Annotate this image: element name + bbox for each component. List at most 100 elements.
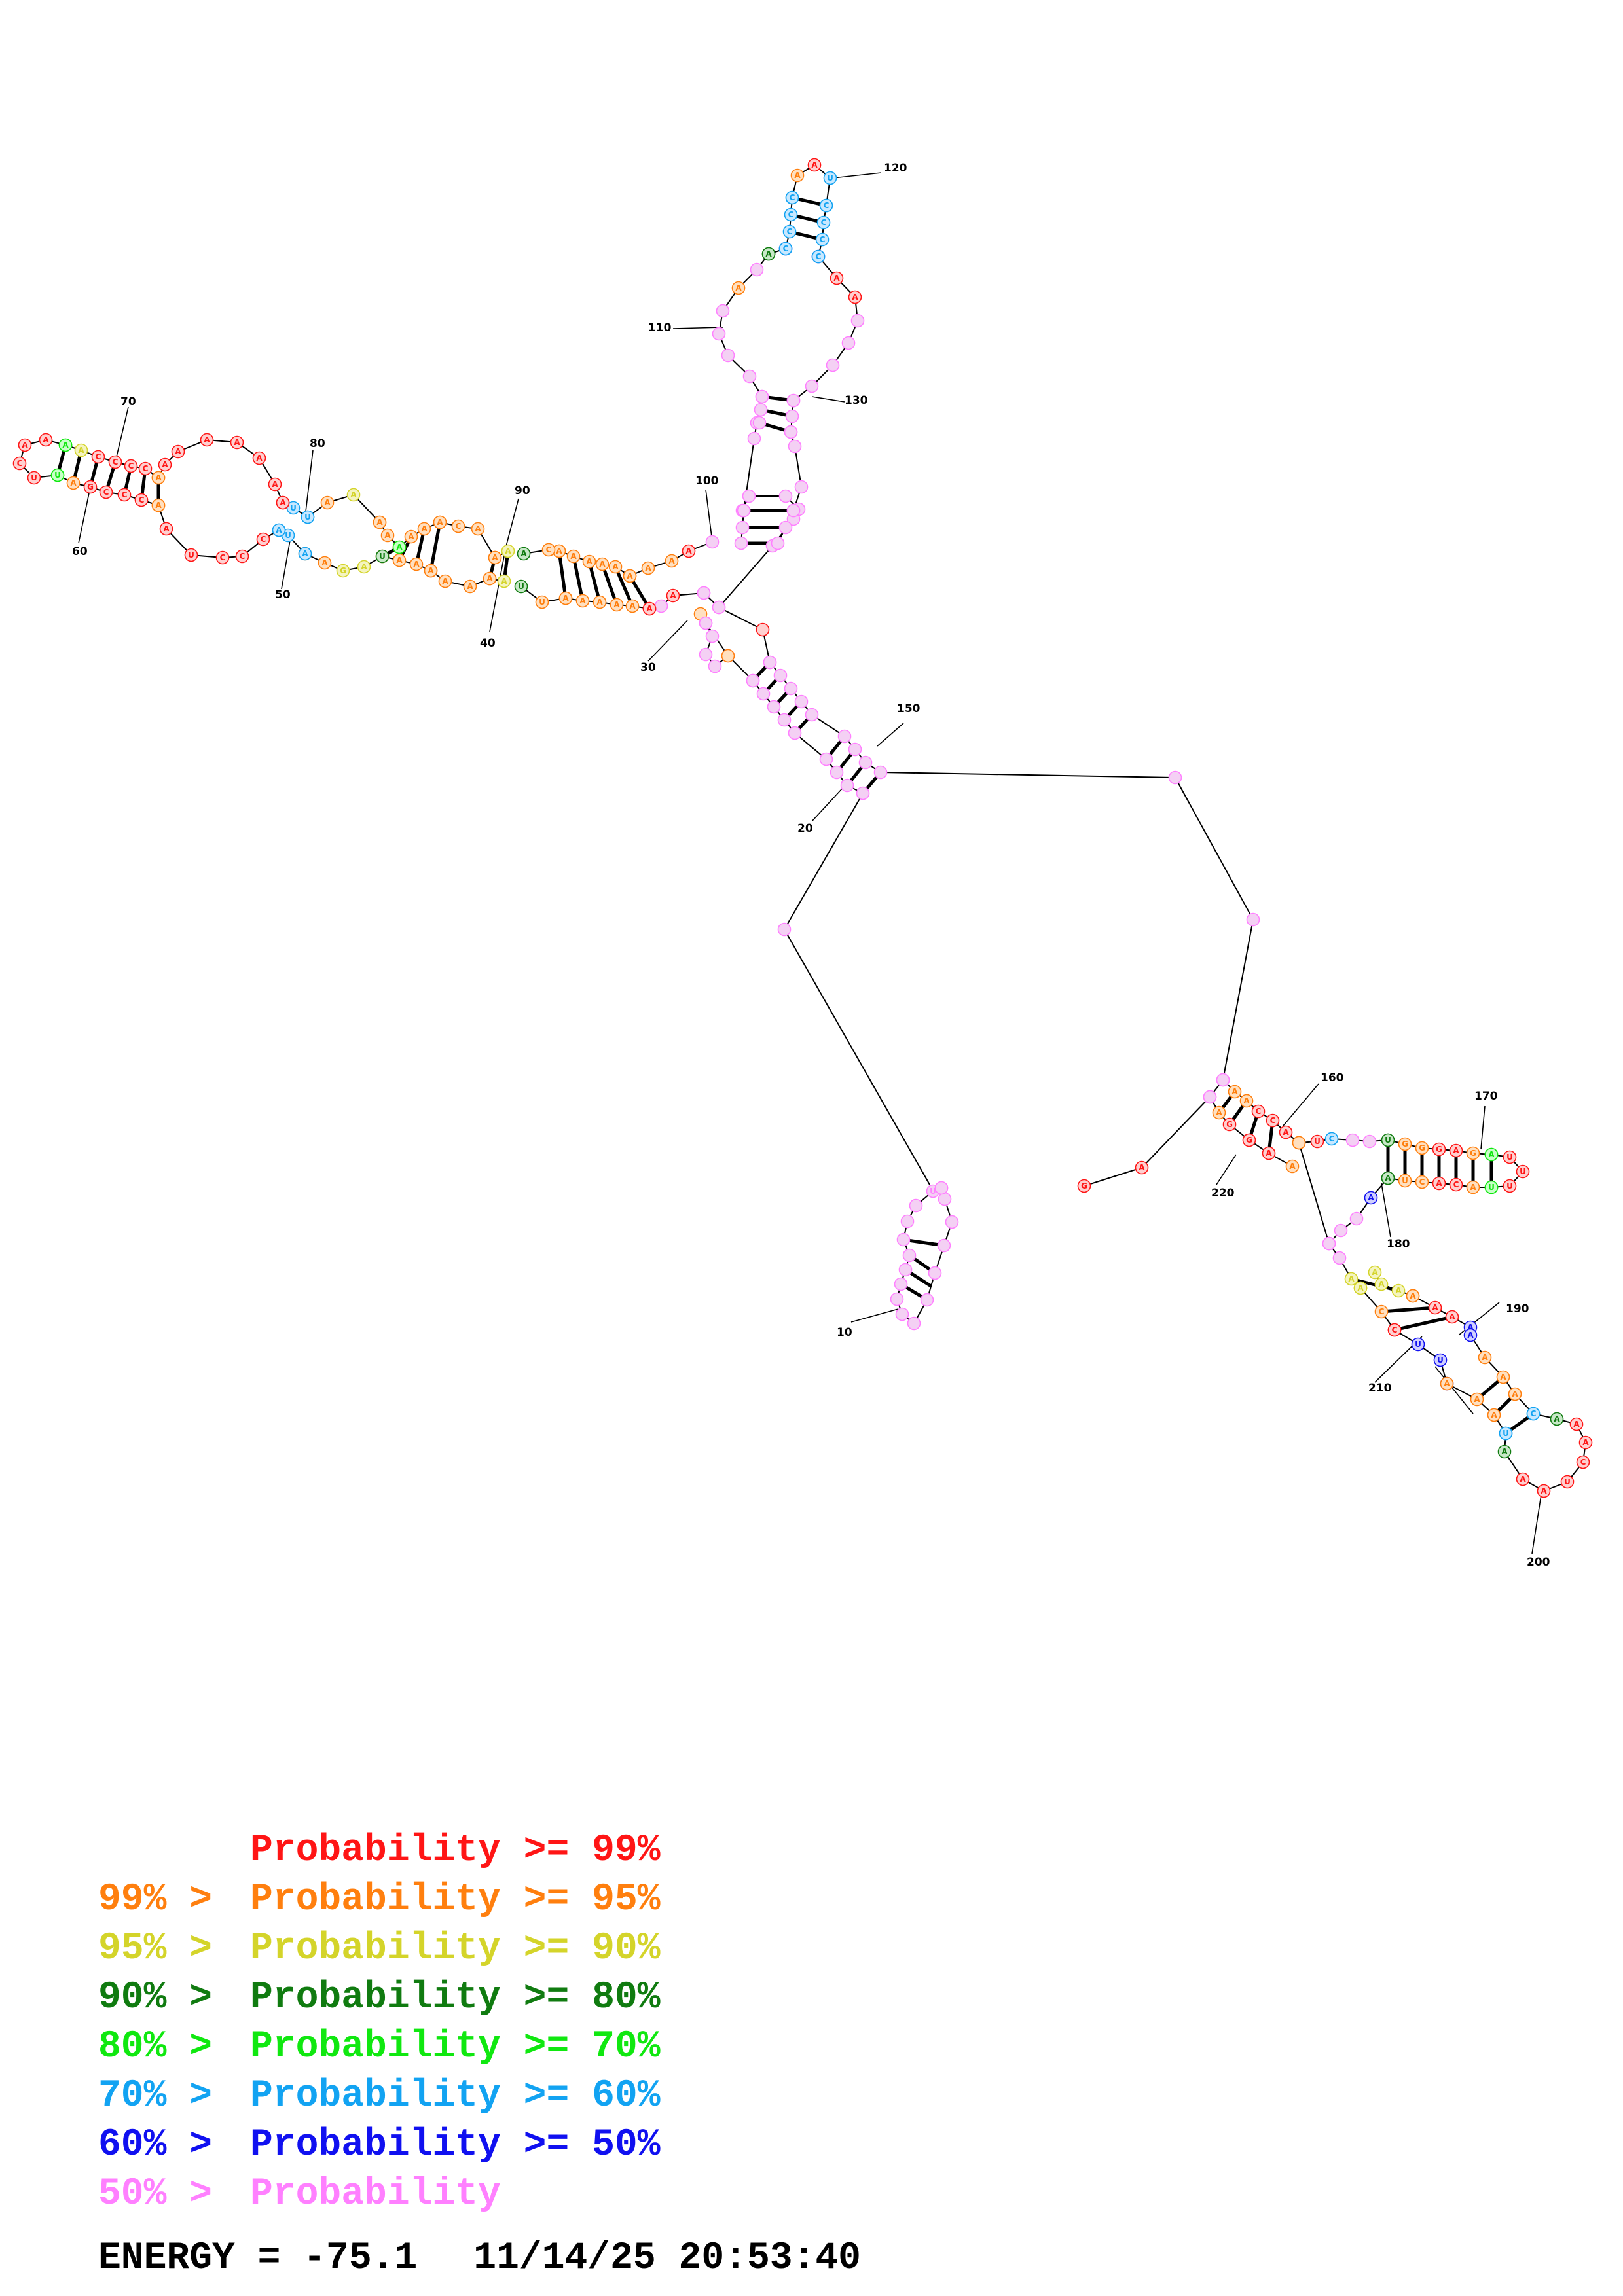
base-pairs — [56, 196, 1535, 1435]
legend-prefix: 99% > — [98, 1878, 235, 1921]
nucleotide — [336, 564, 350, 578]
nucleotide — [18, 438, 32, 452]
nucleotide-letter: A — [1395, 1286, 1402, 1295]
nucleotide — [1578, 1435, 1593, 1450]
nucleotide — [1516, 1164, 1530, 1179]
nucleotide — [907, 1316, 921, 1331]
nucleotide-letter: U — [54, 471, 61, 480]
nucleotide — [1508, 1387, 1522, 1401]
nucleotide — [134, 493, 149, 507]
nucleotide — [1292, 1136, 1306, 1150]
nucleotide — [58, 438, 73, 452]
nucleotide — [716, 304, 730, 318]
nucleotide-letter: A — [155, 473, 162, 482]
legend-row-p90: 95% > Probability >= 90% — [98, 1924, 661, 1973]
nucleotide — [1411, 1337, 1425, 1352]
nucleotide — [819, 198, 833, 213]
nucleotide — [610, 598, 624, 612]
nucleotide — [665, 554, 679, 568]
nucleotide-letter: U — [539, 598, 545, 607]
nucleotide-letter: C — [824, 201, 830, 210]
nucleotide — [272, 523, 286, 537]
nucleotide — [1428, 1300, 1442, 1315]
nucleotide-letter: G — [1081, 1181, 1087, 1191]
position-ticks — [78, 172, 1542, 1554]
nucleotide — [151, 498, 166, 512]
nucleotide-letter: A — [645, 564, 651, 573]
nucleotide — [815, 232, 830, 247]
legend-row-p99: Probability >= 99% — [98, 1826, 661, 1875]
nucleotide-letter: A — [1449, 1312, 1455, 1321]
nucleotide — [934, 1181, 949, 1195]
nucleotide — [380, 528, 395, 543]
nucleotide-letter: C — [122, 490, 128, 499]
nucleotide-letter: C — [1453, 1180, 1459, 1189]
nucleotide — [1484, 1180, 1499, 1194]
nucleotide — [1262, 1146, 1276, 1160]
nucleotide — [699, 616, 713, 630]
nucleotide-letter: U — [1437, 1355, 1444, 1365]
nucleotide — [705, 535, 720, 549]
nucleotide — [1228, 1085, 1242, 1099]
nucleotide-letter: A — [1541, 1486, 1547, 1496]
nucleotide — [1285, 1159, 1300, 1174]
nucleotide — [767, 700, 781, 714]
nucleotide — [735, 520, 750, 535]
nucleotide — [514, 579, 528, 594]
nucleotide-letter: A — [22, 440, 28, 450]
nucleotide-letter: A — [1512, 1390, 1518, 1399]
nucleotide — [1310, 1134, 1324, 1149]
nucleotide-letter: C — [1392, 1325, 1398, 1335]
nucleotide — [1135, 1160, 1149, 1175]
nucleotide — [837, 729, 852, 744]
nucleotide — [535, 595, 549, 609]
nucleotide-letter: C — [103, 488, 109, 497]
nucleotide — [1324, 1132, 1339, 1146]
nucleotide — [909, 1198, 923, 1213]
legend-prefix: 70% > — [98, 2075, 235, 2117]
nucleotide-letter: A — [685, 547, 692, 556]
nucleotide-letter: C — [113, 457, 119, 467]
pos-label-10: 10 — [837, 1326, 852, 1339]
nucleotide — [756, 622, 770, 637]
energy-footer: ENERGY = -75.1 11/14/25 20:53:40 — [98, 2237, 861, 2280]
nucleotide — [786, 503, 801, 518]
nucleotide — [937, 1238, 951, 1253]
nucleotide — [773, 668, 788, 683]
nucleotide-letter: A — [70, 478, 77, 488]
position-labels: 10 20 30 40 50 60 70 80 90 100 110 120 1… — [72, 162, 1550, 1569]
nucleotide — [1503, 1150, 1517, 1164]
nucleotide — [642, 601, 657, 616]
nucleotide — [848, 742, 862, 757]
legend-prefix: 50% > — [98, 2173, 235, 2215]
nucleotide-letter: A — [175, 447, 181, 456]
legend-row-p60: 70% > Probability >= 60% — [98, 2072, 661, 2121]
nucleotide-letter: A — [833, 274, 840, 283]
nucleotide — [74, 443, 88, 457]
nucleotide — [1466, 1180, 1480, 1194]
nucleotide — [1487, 1408, 1501, 1422]
nucleotide-letter: A — [276, 526, 282, 535]
nucleotide — [697, 586, 711, 600]
nucleotide — [424, 564, 438, 578]
pos-label-80: 80 — [310, 437, 325, 450]
pos-label-180: 180 — [1387, 1238, 1410, 1251]
nucleotide-letter: A — [520, 549, 527, 558]
nucleotide — [786, 393, 801, 408]
nucleotide-letter: A — [321, 558, 328, 567]
nucleotide — [200, 433, 214, 447]
nucleotide — [1432, 1142, 1446, 1157]
nucleotide — [1344, 1272, 1359, 1286]
nucleotide-letter: A — [43, 435, 49, 444]
pos-label-20: 20 — [797, 822, 813, 835]
nucleotide — [742, 489, 756, 503]
nucleotide-letter: A — [163, 524, 170, 533]
nucleotide — [1345, 1133, 1360, 1147]
nucleotide-letter: A — [1372, 1268, 1378, 1277]
nucleotide-letter: G — [1402, 1139, 1408, 1149]
nucleotide-letter: U — [1564, 1477, 1571, 1486]
nucleotide — [902, 1248, 917, 1263]
nucleotide — [83, 480, 98, 494]
nucleotide-letter: C — [240, 552, 246, 561]
nucleotide — [841, 336, 856, 350]
